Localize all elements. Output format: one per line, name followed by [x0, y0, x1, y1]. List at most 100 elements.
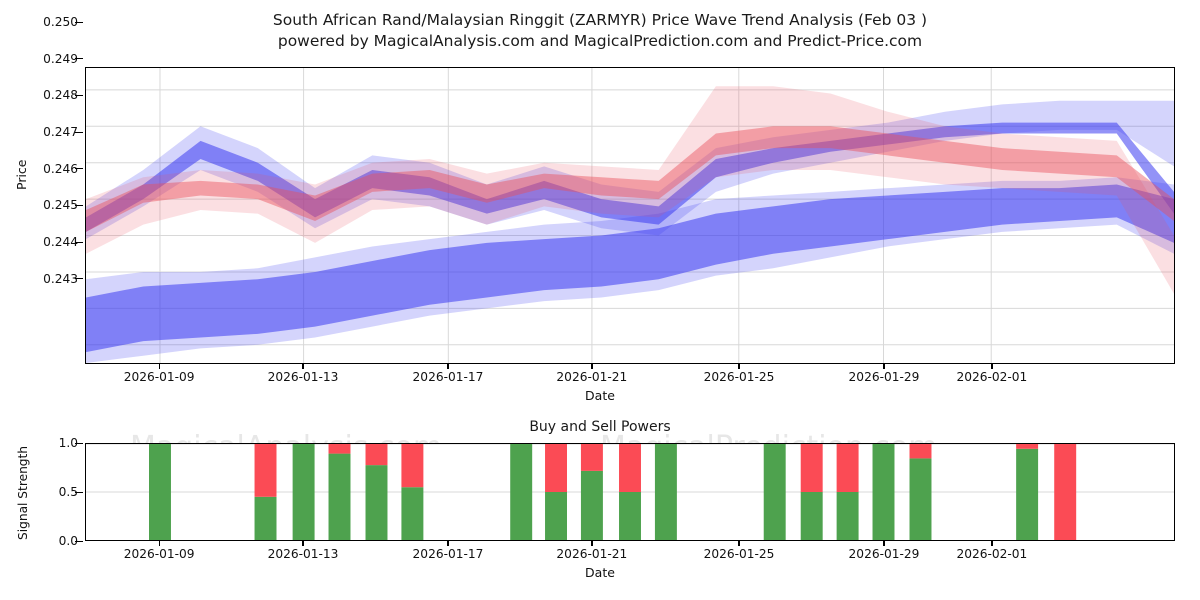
sell-power-bar[interactable] [1016, 444, 1039, 449]
sell-power-bar[interactable] [365, 444, 388, 466]
y-tick-mark [75, 278, 83, 280]
y-tick-label: 0.250 [43, 15, 78, 29]
top-chart-x-axis-label: Date [585, 388, 615, 403]
y-tick-mark [75, 491, 83, 493]
wave-band [86, 126, 1174, 232]
buy-power-bar[interactable] [800, 492, 823, 540]
buy-power-bar[interactable] [872, 444, 895, 540]
buy-power-bar[interactable] [619, 492, 641, 540]
x-tick-label: 2026-01-29 [848, 547, 920, 561]
price-wave-bands [86, 68, 1174, 363]
sell-power-bar[interactable] [800, 444, 823, 492]
wave-band [86, 86, 1174, 294]
sell-power-bar[interactable] [401, 444, 424, 488]
y-tick-label: 0.246 [43, 161, 78, 176]
y-tick-label: 0.244 [43, 235, 78, 249]
x-tick-label: 2026-01-17 [412, 547, 484, 561]
sell-power-bar[interactable] [545, 444, 567, 492]
y-tick-mark [75, 442, 83, 444]
bottom-chart-x-axis-label: Date [585, 565, 615, 580]
y-tick-mark [75, 241, 83, 243]
buy-power-bar[interactable] [654, 444, 677, 540]
x-tick-mark [883, 541, 885, 546]
buy-power-bar[interactable] [401, 487, 424, 540]
buy-power-bar[interactable] [365, 465, 388, 540]
top-plot-area [86, 68, 1174, 363]
y-tick-label: 0.0 [58, 534, 78, 548]
x-tick-label: 2026-01-25 [703, 547, 775, 561]
title-line-2: powered by MagicalAnalysis.com and Magic… [277, 32, 923, 50]
x-tick-mark [158, 541, 160, 546]
signal-strength-bars [86, 444, 1174, 540]
buy-power-bar[interactable] [763, 444, 786, 540]
y-tick-label: 0.5 [58, 485, 78, 499]
sell-power-bar[interactable] [328, 444, 351, 454]
x-tick-label: 2026-01-25 [703, 370, 775, 384]
sell-power-bar[interactable] [580, 444, 603, 471]
y-tick-label: 0.247 [43, 125, 78, 139]
buy-power-bar[interactable] [510, 444, 533, 540]
sell-power-bar[interactable] [909, 444, 932, 459]
top-plot-frame [85, 67, 1175, 364]
x-tick-label: 2026-01-09 [123, 547, 195, 561]
x-tick-label: 2026-01-17 [412, 370, 484, 384]
x-tick-mark [883, 364, 885, 369]
buy-power-bar[interactable] [254, 496, 277, 540]
bottom-chart-y-ticks: 0.0 0.5 1.0 [0, 436, 83, 548]
buy-power-bar[interactable] [149, 444, 171, 540]
x-tick-mark [302, 364, 304, 369]
y-tick-label: 0.248 [43, 88, 78, 103]
x-tick-label: 2026-02-01 [956, 547, 1028, 561]
top-chart-y-ticks: 0.243 0.244 0.245 0.246 0.247 0.248 0.249 0.250 [0, 0, 83, 297]
y-tick-label: 0.243 [43, 271, 78, 286]
sell-power-bar[interactable] [1054, 444, 1077, 540]
x-tick-label: 2026-01-13 [267, 370, 339, 384]
x-tick-mark [738, 541, 740, 546]
x-tick-mark [591, 364, 593, 369]
x-tick-label: 2026-01-21 [556, 547, 628, 561]
buy-power-bar[interactable] [328, 453, 351, 540]
bottom-plot-area [86, 444, 1174, 540]
buy-power-bar[interactable] [292, 444, 315, 540]
x-tick-label: 2026-02-01 [956, 370, 1028, 384]
buy-power-bar[interactable] [545, 492, 567, 540]
y-tick-label: 0.245 [43, 198, 78, 213]
buy-power-bar[interactable] [580, 470, 603, 540]
bottom-chart-title: Buy and Sell Powers [529, 419, 671, 435]
buy-sell-powers-chart [85, 443, 1175, 541]
x-tick-mark [591, 541, 593, 546]
page-title: South African Rand/Malaysian Ringgit (ZA… [0, 10, 1200, 52]
y-tick-mark [75, 131, 83, 133]
y-tick-mark [75, 168, 83, 170]
x-tick-label: 2026-01-13 [267, 547, 339, 561]
buy-power-bar[interactable] [836, 492, 859, 540]
bottom-plot-frame [85, 443, 1175, 541]
price-wave-chart [85, 67, 1175, 364]
wave-band [86, 122, 1174, 232]
x-tick-mark [302, 541, 304, 546]
y-tick-label: 1.0 [58, 436, 78, 450]
title-line-1: South African Rand/Malaysian Ringgit (ZA… [272, 11, 928, 29]
y-tick-mark [75, 58, 83, 60]
sell-power-bar[interactable] [619, 444, 641, 492]
x-tick-mark [991, 364, 993, 369]
top-chart-x-ticks: 2026-01-09 2026-01-13 2026-01-17 2026-01-21… [85, 364, 1175, 386]
y-tick-mark [75, 94, 83, 97]
x-tick-mark [447, 541, 449, 546]
x-tick-mark [991, 541, 993, 546]
x-tick-mark [738, 364, 740, 369]
sell-power-bar[interactable] [254, 444, 277, 497]
x-tick-label: 2026-01-09 [123, 370, 195, 384]
y-tick-mark [75, 540, 83, 542]
x-tick-mark [447, 364, 449, 369]
sell-power-bar[interactable] [836, 444, 859, 492]
x-tick-label: 2026-01-29 [848, 370, 920, 384]
bottom-chart-x-ticks: 2026-01-09 2026-01-13 2026-01-17 2026-01-21… [85, 541, 1175, 563]
buy-power-bar[interactable] [909, 458, 932, 540]
y-tick-label: 0.249 [43, 51, 78, 66]
x-tick-mark [158, 364, 160, 369]
y-tick-mark [75, 204, 83, 207]
buy-power-bar[interactable] [1016, 448, 1039, 540]
wave-band [86, 184, 1174, 353]
